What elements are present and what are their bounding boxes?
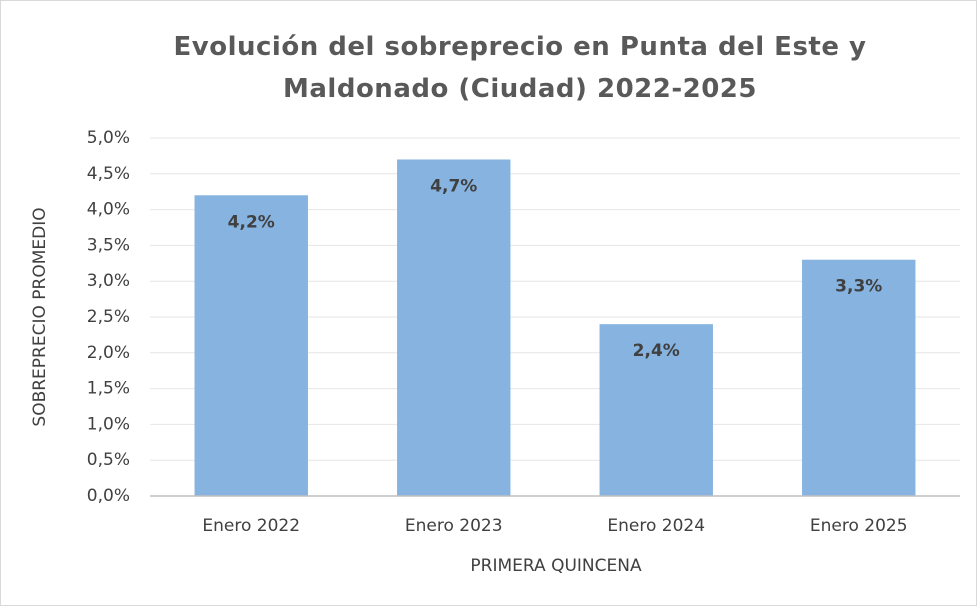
chart-title: Evolución del sobreprecio en Punta del E… <box>173 32 867 104</box>
x-tick-label: Enero 2022 <box>202 516 300 536</box>
bar <box>599 324 713 496</box>
y-axis-label: SOBREPRECIO PROMEDIO <box>30 207 50 426</box>
y-tick-label: 2,5% <box>87 307 130 327</box>
y-tick-label: 4,5% <box>87 164 130 184</box>
data-label: 4,2% <box>228 212 275 232</box>
y-tick-label: 0,5% <box>87 450 130 470</box>
x-tick-label: Enero 2023 <box>405 516 503 536</box>
data-label: 2,4% <box>633 341 680 361</box>
bar <box>194 195 308 496</box>
data-label: 3,3% <box>835 277 882 297</box>
y-tick-label: 5,0% <box>87 128 130 148</box>
y-tick-label: 4,0% <box>87 200 130 220</box>
y-tick-label: 1,5% <box>87 379 130 399</box>
y-tick-label: 3,5% <box>87 235 130 255</box>
y-tick-label: 3,0% <box>87 271 130 291</box>
y-tick-label: 2,0% <box>87 343 130 363</box>
bar <box>802 259 916 496</box>
data-label: 4,7% <box>430 176 477 196</box>
bar <box>397 159 511 497</box>
y-tick-label: 1,0% <box>87 414 130 434</box>
x-tick-label: Enero 2024 <box>607 516 705 536</box>
x-tick-label: Enero 2025 <box>810 516 908 536</box>
y-tick-label: 0,0% <box>87 486 130 506</box>
x-axis-label: PRIMERA QUINCENA <box>470 556 642 576</box>
